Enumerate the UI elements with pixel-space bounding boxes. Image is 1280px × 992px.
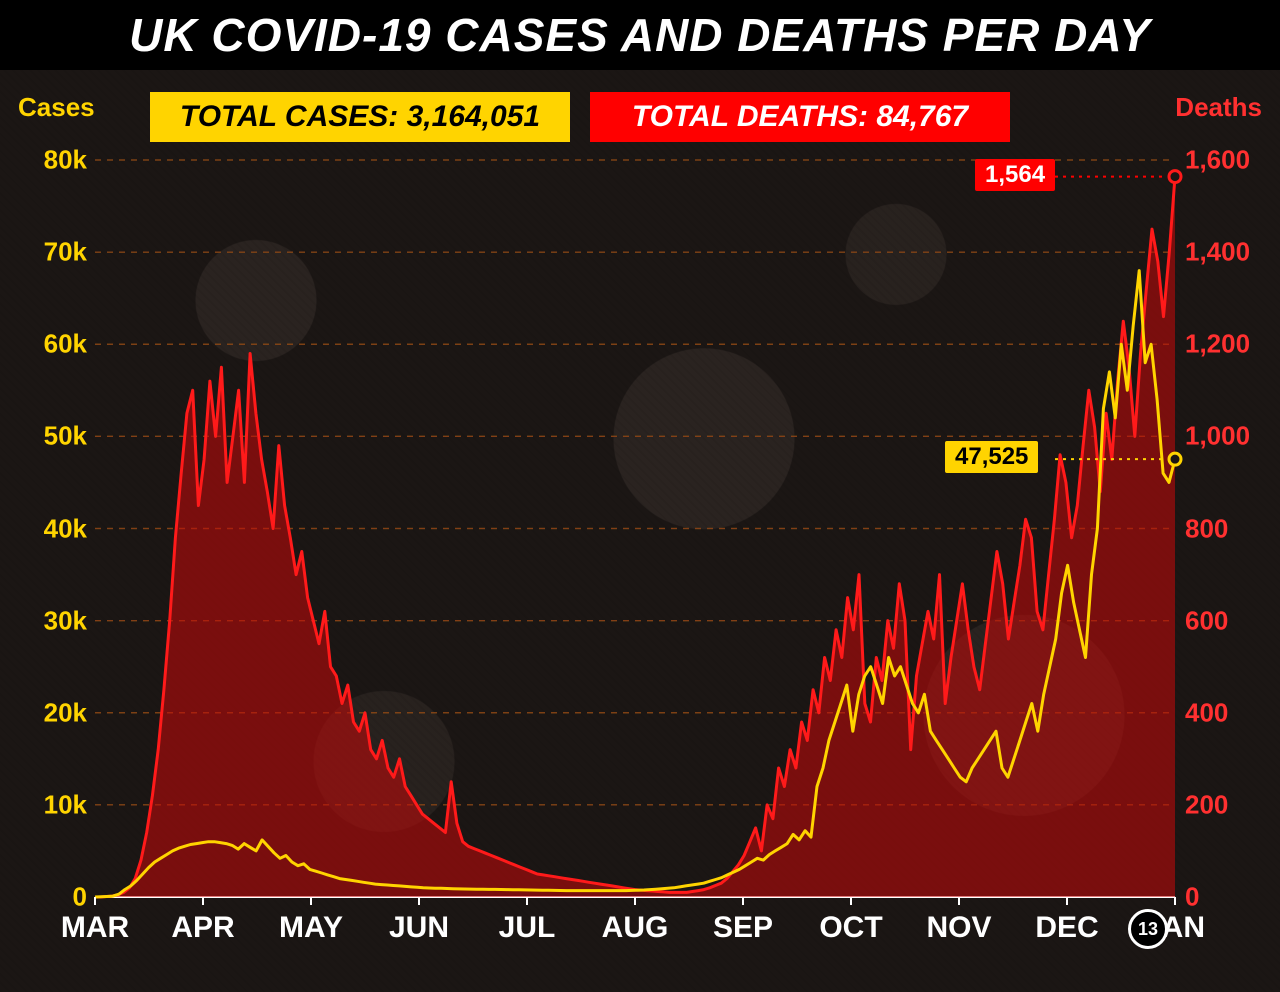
title-bar: UK COVID-19 CASES AND DEATHS PER DAY xyxy=(0,0,1280,70)
y-left-tick: 40k xyxy=(44,513,87,544)
deaths-callout: 1,564 xyxy=(975,159,1055,191)
y-right-tick: 1,200 xyxy=(1185,329,1250,360)
y-left-tick: 80k xyxy=(44,145,87,176)
y-left-tick: 0 xyxy=(73,882,87,913)
x-tick: MAY xyxy=(279,911,343,945)
cases-callout: 47,525 xyxy=(945,441,1038,473)
y-left-tick: 70k xyxy=(44,237,87,268)
x-tick: MAR xyxy=(61,911,129,945)
x-tick: OCT xyxy=(819,911,882,945)
x-tick: JUL xyxy=(499,911,556,945)
y-right-tick: 0 xyxy=(1185,882,1199,913)
y-right-tick: 400 xyxy=(1185,697,1228,728)
y-left-tick: 20k xyxy=(44,697,87,728)
x-tick: APR xyxy=(171,911,234,945)
cases-callout-value: 47,525 xyxy=(955,443,1028,470)
y-left-tick: 50k xyxy=(44,421,87,452)
y-right-tick: 1,400 xyxy=(1185,237,1250,268)
end-date-value: 13 xyxy=(1138,919,1158,940)
y-right-tick: 1,000 xyxy=(1185,421,1250,452)
x-tick: AUG xyxy=(602,911,669,945)
chart-title: UK COVID-19 CASES AND DEATHS PER DAY xyxy=(129,8,1151,62)
end-date-badge: 13 xyxy=(1128,909,1168,949)
x-tick: JUN xyxy=(389,911,449,945)
plot-svg xyxy=(0,70,1280,992)
y-right-tick: 1,600 xyxy=(1185,145,1250,176)
y-right-tick: 600 xyxy=(1185,605,1228,636)
y-right-tick: 800 xyxy=(1185,513,1228,544)
y-left-tick: 60k xyxy=(44,329,87,360)
x-tick: DEC xyxy=(1035,911,1098,945)
y-left-tick: 30k xyxy=(44,605,87,636)
x-tick: SEP xyxy=(713,911,773,945)
chart-frame: UK COVID-19 CASES AND DEATHS PER DAY TOT… xyxy=(0,0,1280,992)
x-tick: NOV xyxy=(926,911,991,945)
deaths-callout-value: 1,564 xyxy=(985,161,1045,188)
y-left-tick: 10k xyxy=(44,789,87,820)
chart-area: TOTAL CASES: 3,164,051 TOTAL DEATHS: 84,… xyxy=(0,70,1280,992)
y-right-tick: 200 xyxy=(1185,789,1228,820)
